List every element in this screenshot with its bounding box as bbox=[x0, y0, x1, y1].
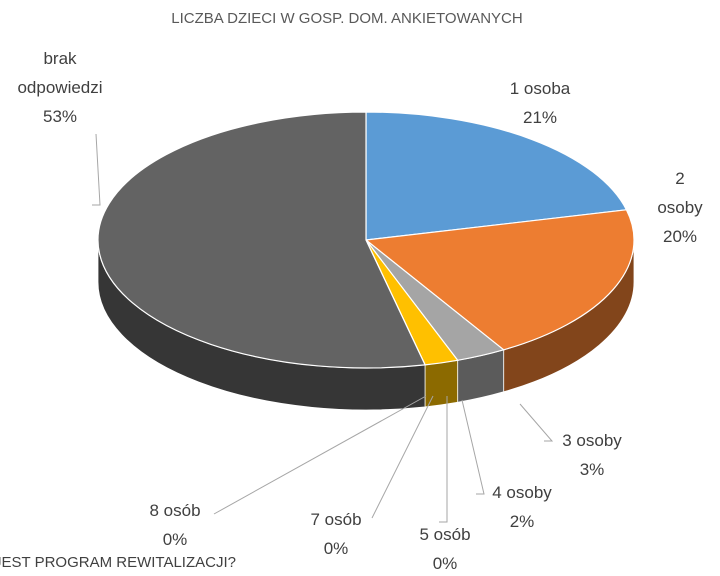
slice-value-label: 0% bbox=[162, 530, 188, 549]
leader-line bbox=[92, 133, 101, 206]
slice-value-label: 21% bbox=[522, 108, 558, 127]
slice-label: 1 osoba bbox=[509, 79, 571, 98]
slice-value-label: 0% bbox=[323, 539, 349, 558]
slice-value-label: 0% bbox=[432, 554, 458, 573]
slice-label: 3 osoby bbox=[562, 431, 622, 450]
slice-label: 5 osób bbox=[419, 525, 471, 544]
slice-label: brak odpowiedzi bbox=[17, 49, 103, 97]
slice-label: 7 osób bbox=[310, 510, 362, 529]
leader-line bbox=[213, 395, 427, 515]
chart-title: LICZBA DZIECI W GOSP. DOM. ANKIETOWANYCH bbox=[171, 10, 523, 27]
leader-line bbox=[519, 403, 554, 442]
leader-line bbox=[439, 396, 448, 523]
leader-line bbox=[371, 395, 434, 519]
slice bbox=[365, 111, 628, 241]
slice-value-label: 20% bbox=[662, 227, 698, 246]
slice bbox=[364, 209, 635, 351]
slice-value-label: 2% bbox=[509, 512, 535, 531]
slice-label: 2 osoby bbox=[657, 169, 703, 217]
slice-value-label: 3% bbox=[579, 460, 605, 479]
slice-value-label: 53% bbox=[42, 107, 78, 126]
slice-side bbox=[424, 359, 459, 408]
slice-label: 8 osób bbox=[149, 501, 201, 520]
slice-label: 4 osoby bbox=[492, 483, 552, 502]
slice bbox=[97, 111, 426, 369]
leader-line bbox=[461, 399, 485, 495]
cut-off-text: JEST PROGRAM REWITALIZACJI? bbox=[0, 554, 236, 571]
